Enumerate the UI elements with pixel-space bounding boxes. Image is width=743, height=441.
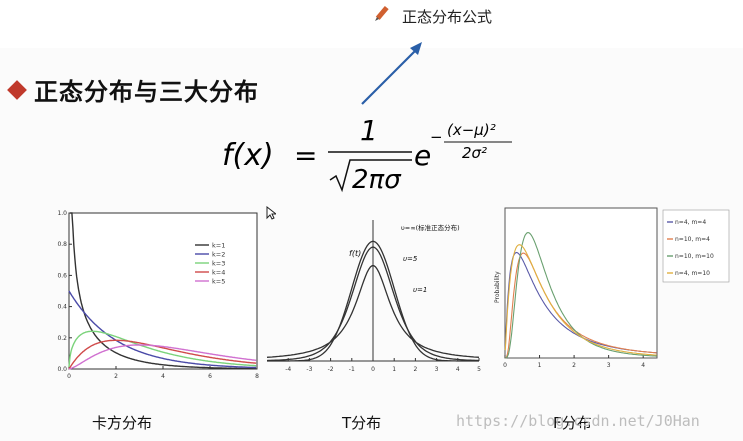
f-x-tick-label: 2: [572, 362, 576, 369]
f-x-tick-label: 1: [538, 362, 542, 369]
t-line-2: [266, 265, 480, 358]
f-legend-label: n=10, m=4: [675, 236, 710, 243]
f-plot-area: [504, 207, 658, 359]
t-x-tick-label: -1: [349, 366, 355, 373]
chi-line-k=3: [68, 330, 257, 368]
chi-line-k=4: [68, 339, 257, 370]
chi-y-tick-label: 0.8: [57, 241, 67, 248]
mouse-cursor-icon: [266, 206, 276, 220]
caption-t: T分布: [342, 414, 382, 432]
chi-x-tick-label: 8: [255, 373, 259, 380]
t-x-tick-label: 2: [413, 366, 417, 373]
t-x-tick-label: 0: [371, 366, 375, 373]
svg-text:−: −: [430, 128, 443, 146]
t-x-tick-label: -4: [285, 366, 291, 373]
t-label-5: υ=5: [403, 255, 418, 263]
f-legend-box: [662, 209, 730, 283]
chi-x-tick-label: 2: [114, 373, 118, 380]
chi-y-tick-label: 0.6: [57, 272, 67, 279]
f-line-3: [504, 244, 657, 356]
annotation-label: 正态分布公式: [402, 7, 493, 26]
diamond-bullet-icon: [7, 79, 27, 100]
chi-line-k=2: [68, 290, 257, 369]
formula-exp-den: 2σ²: [462, 144, 487, 162]
pencil-icon: [372, 4, 392, 28]
t-y-label: f(t): [349, 249, 361, 258]
formula-exp-num: (x−μ)²: [447, 121, 496, 139]
t-x-tick-label: -2: [328, 366, 334, 373]
t-label-normal: υ=∞(标准正态分布): [401, 223, 460, 232]
f-y-label: Probability: [494, 271, 501, 303]
t-x-tick-label: 1: [392, 366, 396, 373]
chi-legend-label: k=3: [212, 260, 225, 268]
formula-lhs: f(x): [222, 138, 274, 173]
f-legend-label: n=4, m=4: [675, 219, 706, 226]
t-distribution-chart: -4 -3 -2 -1 0 1 2 3 4 5 f(t) υ=∞(标准正态分布) υ=5 υ=1: [266, 220, 481, 373]
chi-plot-area: [68, 212, 258, 370]
formula-base: e: [414, 139, 431, 172]
chi-legend-label: k=1: [212, 242, 225, 250]
f-legend-label: n=10, m=10: [675, 253, 714, 260]
formula-eq: =: [294, 139, 317, 172]
t-x-tick-label: 5: [477, 366, 481, 373]
t-x-tick-label: 3: [435, 366, 439, 373]
f-x-tick-label: 0: [503, 362, 507, 369]
slide-heading: 正态分布与三大分布: [7, 72, 259, 107]
f-x-tick-label: 3: [607, 362, 611, 369]
chi-x-tick-label: 6: [208, 373, 212, 380]
chi-square-chart: 0 2 4 6 8 0.0 0.2 0.4 0.6 0.8 1.0 k=1k=2k=3k=4k=5: [57, 210, 259, 380]
chi-line-k=5: [68, 344, 257, 370]
chi-y-tick-label: 1.0: [57, 210, 67, 217]
f-x-tick-label: 4: [641, 362, 645, 369]
chi-y-tick-label: 0.0: [57, 366, 67, 373]
chi-x-tick-label: 0: [67, 373, 71, 380]
f-distribution-chart: 0 1 2 3 4 Probability n=4, m=4 n=10, m=4 n=10, m…: [494, 207, 730, 369]
chi-legend-label: k=2: [212, 251, 225, 259]
chi-y-tick-label: 0.4: [57, 304, 67, 311]
chi-x-tick-label: 4: [161, 373, 165, 380]
slide-title: 正态分布与三大分布: [34, 78, 259, 106]
t-line-1: [266, 246, 480, 362]
formula-numerator: 1: [360, 114, 378, 147]
caption-chi-square: 卡方分布: [92, 414, 153, 432]
t-x-tick-label: 4: [456, 366, 460, 373]
t-label-1: υ=1: [413, 286, 427, 294]
f-legend-label: n=4, m=10: [675, 270, 710, 277]
t-x-tick-label: -3: [306, 366, 312, 373]
chi-y-tick-label: 0.2: [57, 335, 67, 342]
watermark: https://blog.csdn.net/J0Han: [456, 412, 700, 430]
chi-legend-label: k=4: [212, 269, 225, 277]
caption-f: F分布: [553, 414, 592, 432]
normal-distribution-formula: f(x) = 1 2πσ e − (x−μ)² 2σ²: [222, 114, 512, 195]
formula-sqrt-body: 2πσ: [352, 165, 402, 195]
chi-legend-label: k=5: [212, 278, 225, 286]
annotation-callout: 正态分布公式: [372, 4, 492, 28]
t-line-0: [267, 240, 479, 362]
